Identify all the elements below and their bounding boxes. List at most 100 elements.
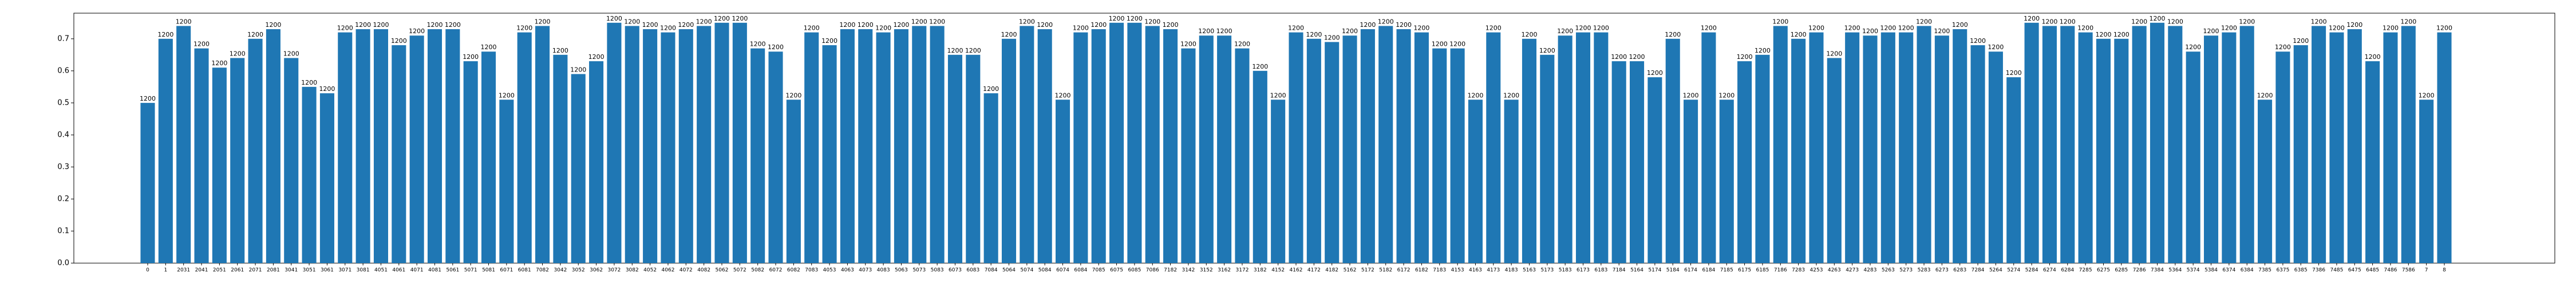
bar-label: 1200 (1611, 53, 1627, 61)
x-tick-label: 7485 (2330, 268, 2343, 273)
bar-label: 1200 (2185, 43, 2201, 51)
x-tick-label: 6074 (1056, 268, 1069, 273)
bar-label: 1200 (1109, 15, 1125, 22)
x-tick-label: 2061 (231, 268, 244, 273)
bar (732, 22, 747, 264)
x-tick-label: 4173 (1487, 268, 1500, 273)
x-tick-label: 4182 (1325, 268, 1338, 273)
x-tick-label: 6385 (2294, 268, 2308, 273)
x-tick-label: 7185 (1720, 268, 1733, 273)
x-tick-label: 7285 (2079, 268, 2092, 273)
x-tick-label: 4172 (1307, 268, 1321, 273)
bar-label: 1200 (1503, 92, 1519, 99)
x-tick-label: 4263 (1828, 268, 1841, 273)
x-tick-label: 6174 (1684, 268, 1697, 273)
bar (1719, 100, 1734, 263)
bar-label: 1200 (1718, 92, 1735, 99)
bar (1325, 42, 1340, 263)
bar (930, 26, 945, 264)
bar (2401, 26, 2416, 264)
bar (1396, 29, 1411, 264)
bar-label: 1200 (642, 21, 658, 29)
bar-label: 1200 (1449, 41, 1465, 48)
bar-label: 1200 (499, 92, 515, 99)
bar (1271, 100, 1286, 263)
y-tick-label: 0.2 (57, 194, 69, 203)
x-tick-label: 3052 (572, 268, 585, 273)
bar (1880, 32, 1895, 263)
bar-label: 1200 (427, 21, 443, 29)
bar (822, 45, 837, 264)
bar (1342, 35, 1357, 263)
x-tick-label: 4163 (1469, 268, 1482, 273)
bar (589, 61, 604, 264)
x-tick-label: 5063 (895, 268, 908, 273)
x-tick-label: 3142 (1182, 268, 1195, 273)
bar (983, 93, 998, 264)
bar (2024, 22, 2039, 264)
bar (2078, 32, 2093, 263)
bar-label: 1200 (265, 21, 281, 29)
x-tick-label: 5364 (2168, 268, 2182, 273)
x-tick-label: 2071 (249, 268, 262, 273)
bar (499, 100, 514, 263)
bar (176, 26, 191, 264)
bar (2365, 61, 2380, 264)
y-tick-label: 0.3 (57, 162, 69, 171)
bar-label: 1200 (247, 31, 263, 38)
bar-label: 1200 (516, 25, 532, 32)
bar (1432, 48, 1447, 263)
bar (481, 51, 496, 263)
bar (427, 29, 442, 264)
bar-label: 1200 (1216, 27, 1232, 35)
x-tick-label: 6082 (787, 268, 800, 273)
x-tick-label: 6184 (1702, 268, 1715, 273)
bar (302, 86, 317, 263)
bar (1540, 54, 1555, 263)
bar-label: 1200 (157, 31, 173, 38)
bar-label: 1200 (588, 53, 605, 61)
bar (1001, 38, 1017, 264)
bar (338, 32, 353, 263)
x-tick-label: 5074 (1020, 268, 1033, 273)
bar (2347, 29, 2362, 264)
x-tick-label: 7 (2425, 268, 2428, 273)
bar-label: 1200 (1270, 92, 1286, 99)
bar (2329, 32, 2344, 263)
bar (1809, 32, 1824, 263)
x-tick-label: 7182 (1164, 268, 1177, 273)
x-tick-label: 5273 (1899, 268, 1913, 273)
bar (966, 54, 981, 263)
bar (355, 29, 370, 264)
bar (894, 29, 908, 264)
x-tick-label: 5162 (1344, 268, 1357, 273)
bar (2293, 45, 2308, 264)
bar-label: 1200 (1844, 25, 1860, 32)
bar-label: 1200 (1826, 50, 1842, 57)
x-tick-label: 5374 (2187, 268, 2200, 273)
bar (750, 48, 765, 263)
x-tick-label: 6273 (1935, 268, 1949, 273)
bar (1145, 26, 1160, 264)
bar-label: 1200 (2436, 25, 2452, 32)
bar-label: 1200 (1701, 25, 1717, 32)
bar-label: 1200 (1037, 21, 1053, 29)
bar (768, 51, 783, 263)
bar (1378, 26, 1393, 264)
bar-label: 1200 (732, 15, 748, 22)
y-tick-label: 0.6 (57, 66, 69, 75)
bar-label: 1200 (911, 18, 927, 25)
x-tick-label: 3081 (357, 268, 370, 273)
bar-label: 1200 (2311, 18, 2327, 25)
x-tick-label: 4152 (1271, 268, 1285, 273)
bar (1575, 32, 1591, 263)
x-tick-label: 5174 (1648, 268, 1661, 273)
bar (1306, 38, 1321, 264)
bar (912, 26, 927, 264)
x-tick-label: 4082 (697, 268, 710, 273)
x-tick-label: 6384 (2241, 268, 2254, 273)
bar-label: 1200 (1324, 34, 1340, 41)
bar-label: 1200 (2346, 21, 2362, 29)
x-tick-label: 5083 (931, 268, 944, 273)
bar (2275, 51, 2290, 263)
